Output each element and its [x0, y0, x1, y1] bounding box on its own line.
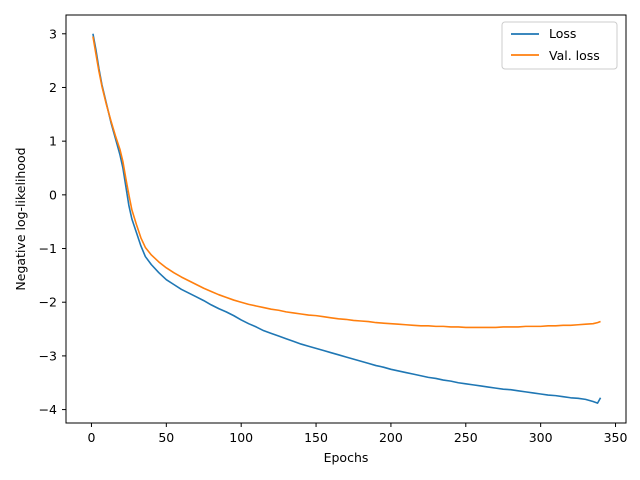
x-tick-label: 0: [87, 430, 95, 445]
x-axis-ticks: 0 50 100 150 200 250 300 350: [87, 423, 627, 445]
legend-label-loss: Loss: [549, 26, 576, 41]
y-axis-label: Negative log-likelihood: [13, 147, 28, 290]
y-tick-label: 1: [49, 134, 57, 149]
x-tick-label: 250: [454, 430, 478, 445]
x-tick-label: 100: [229, 430, 253, 445]
y-tick-label: −4: [39, 402, 57, 417]
y-tick-label: −1: [39, 241, 57, 256]
y-tick-label: 2: [49, 80, 57, 95]
series-line-loss: [92, 33, 602, 404]
x-tick-label: 150: [304, 430, 328, 445]
series-layer: [92, 33, 602, 404]
x-tick-label: 50: [158, 430, 174, 445]
x-tick-label: 200: [379, 430, 403, 445]
plot-frame: [65, 14, 627, 424]
y-tick-label: 0: [49, 187, 57, 202]
legend: Loss Val. loss: [501, 21, 618, 70]
x-tick-label: 300: [529, 430, 553, 445]
y-axis-ticks: −4 −3 −2 −1 0 1 2 3: [39, 26, 66, 417]
plot-area: [65, 14, 627, 424]
legend-label-val-loss: Val. loss: [549, 48, 600, 63]
y-tick-label: −3: [39, 348, 57, 363]
series-line-val-loss: [92, 36, 601, 329]
x-tick-label: 350: [604, 430, 628, 445]
y-tick-label: −2: [39, 295, 57, 310]
y-tick-label: 3: [49, 26, 57, 41]
x-axis-label: Epochs: [324, 450, 369, 465]
